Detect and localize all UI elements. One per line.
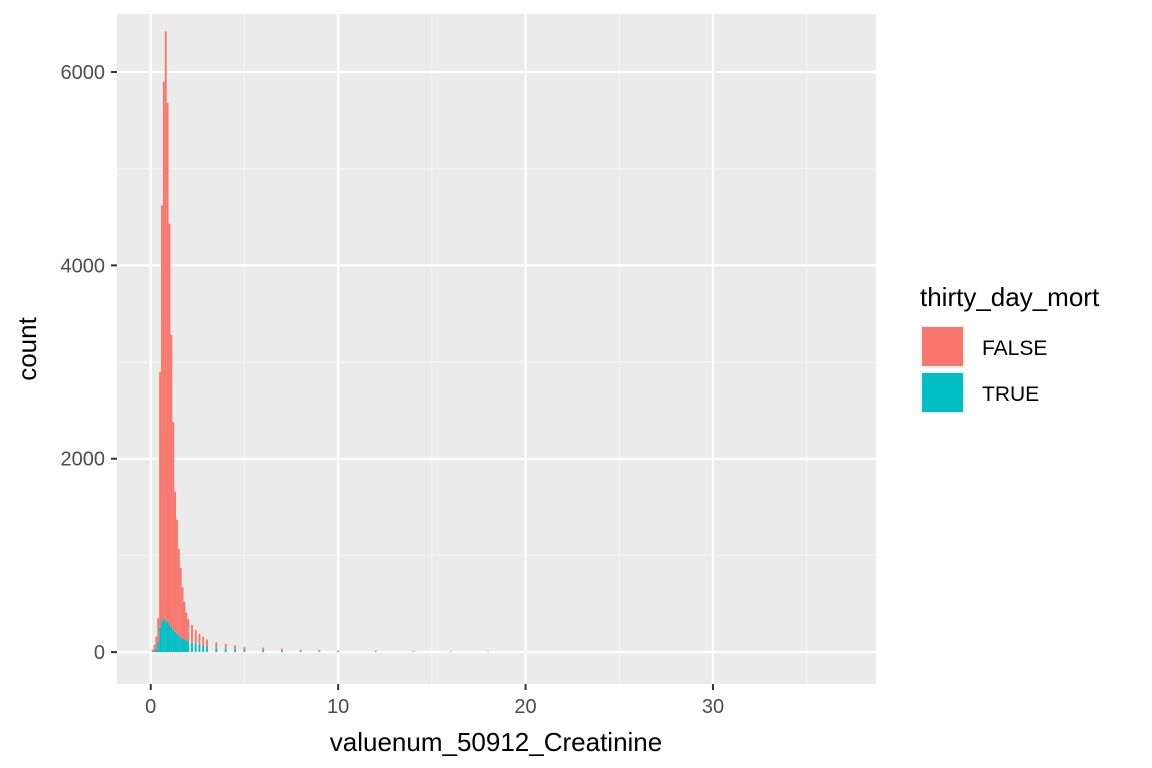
- bar-false: [202, 636, 205, 646]
- bar-true: [153, 650, 156, 653]
- bar-false: [374, 650, 377, 652]
- bar-false: [161, 205, 163, 622]
- bar-false: [159, 371, 162, 628]
- bar-true: [159, 627, 162, 653]
- bar-false: [166, 102, 169, 623]
- bar-false: [206, 639, 208, 647]
- bar-true: [191, 642, 193, 653]
- bar-false: [412, 651, 415, 652]
- bar-false: [198, 633, 201, 645]
- bar-false: [262, 647, 265, 651]
- y-axis-title: count: [12, 316, 42, 380]
- y-tick-label: 2000: [61, 449, 106, 471]
- bar-false: [183, 601, 186, 640]
- bar-false: [155, 636, 158, 649]
- legend-swatch-true: [922, 373, 963, 412]
- bar-true: [243, 649, 246, 653]
- bar-false: [172, 421, 175, 630]
- bar-true: [215, 647, 218, 653]
- bar-true: [172, 629, 175, 653]
- bar-true: [234, 649, 237, 653]
- bar-true: [155, 648, 158, 653]
- bar-true: [206, 646, 208, 653]
- bar-true: [185, 640, 188, 653]
- bar-false: [224, 643, 227, 649]
- bar-true: [318, 651, 321, 653]
- legend-label-false: FALSE: [982, 337, 1047, 360]
- bar-true: [161, 621, 163, 653]
- bar-false: [177, 548, 180, 636]
- bar-false: [234, 645, 237, 650]
- y-tick-label: 4000: [61, 255, 106, 277]
- y-axis: 0 2000 4000 6000: [61, 62, 117, 664]
- bar-true: [280, 650, 283, 653]
- bar-true: [179, 637, 182, 653]
- bar-true: [170, 626, 173, 653]
- y-tick-label: 0: [94, 642, 105, 664]
- bar-true: [183, 639, 186, 653]
- bar-false: [151, 649, 154, 652]
- x-tick-label: 20: [514, 696, 536, 718]
- bar-true: [181, 638, 184, 653]
- x-tick-label: 30: [702, 696, 724, 718]
- legend-label-true: TRUE: [982, 383, 1039, 406]
- bar-true: [194, 643, 197, 653]
- bar-false: [168, 223, 171, 626]
- bar-false: [318, 650, 321, 652]
- bar-false: [185, 612, 188, 641]
- bar-false: [157, 618, 160, 643]
- x-axis: 0 10 20 30: [145, 684, 724, 718]
- bar-true: [177, 635, 180, 653]
- bar-false: [299, 649, 302, 652]
- legend: thirty_day_mort FALSE TRUE: [920, 282, 1100, 414]
- bar-false: [174, 491, 177, 632]
- histogram-bars: [151, 31, 527, 653]
- bar-false: [280, 648, 283, 651]
- x-axis-title: valuenum_50912_Creatinine: [330, 727, 662, 757]
- bar-false: [179, 567, 182, 638]
- bar-true: [198, 644, 201, 653]
- bar-false: [187, 619, 190, 642]
- bar-false: [162, 81, 165, 619]
- bar-true: [162, 618, 165, 653]
- legend-title: thirty_day_mort: [920, 282, 1100, 312]
- bar-true: [299, 651, 302, 653]
- bar-true: [262, 650, 265, 653]
- bar-false: [194, 629, 197, 644]
- bar-true: [202, 645, 205, 653]
- bar-false: [164, 31, 167, 621]
- x-tick-label: 10: [327, 696, 349, 718]
- bar-false: [170, 334, 173, 627]
- bar-false: [176, 519, 178, 634]
- bar-true: [168, 625, 171, 653]
- legend-swatch-false: [922, 327, 963, 366]
- bar-true: [174, 631, 177, 653]
- bar-true: [337, 651, 340, 653]
- bar-false: [153, 644, 156, 651]
- bar-true: [157, 642, 160, 653]
- bar-true: [176, 633, 178, 653]
- minor-gridlines: [117, 14, 876, 684]
- bar-false: [181, 587, 184, 639]
- panel-background: [117, 14, 876, 684]
- bar-false: [243, 646, 246, 650]
- x-tick-label: 0: [145, 696, 156, 718]
- bar-false: [191, 625, 193, 643]
- y-tick-label: 6000: [61, 62, 106, 84]
- bar-true: [164, 620, 167, 653]
- bar-false: [215, 642, 218, 648]
- bar-false: [337, 650, 340, 652]
- bar-true: [166, 622, 169, 653]
- bar-true: [187, 641, 190, 653]
- bar-true: [224, 648, 227, 653]
